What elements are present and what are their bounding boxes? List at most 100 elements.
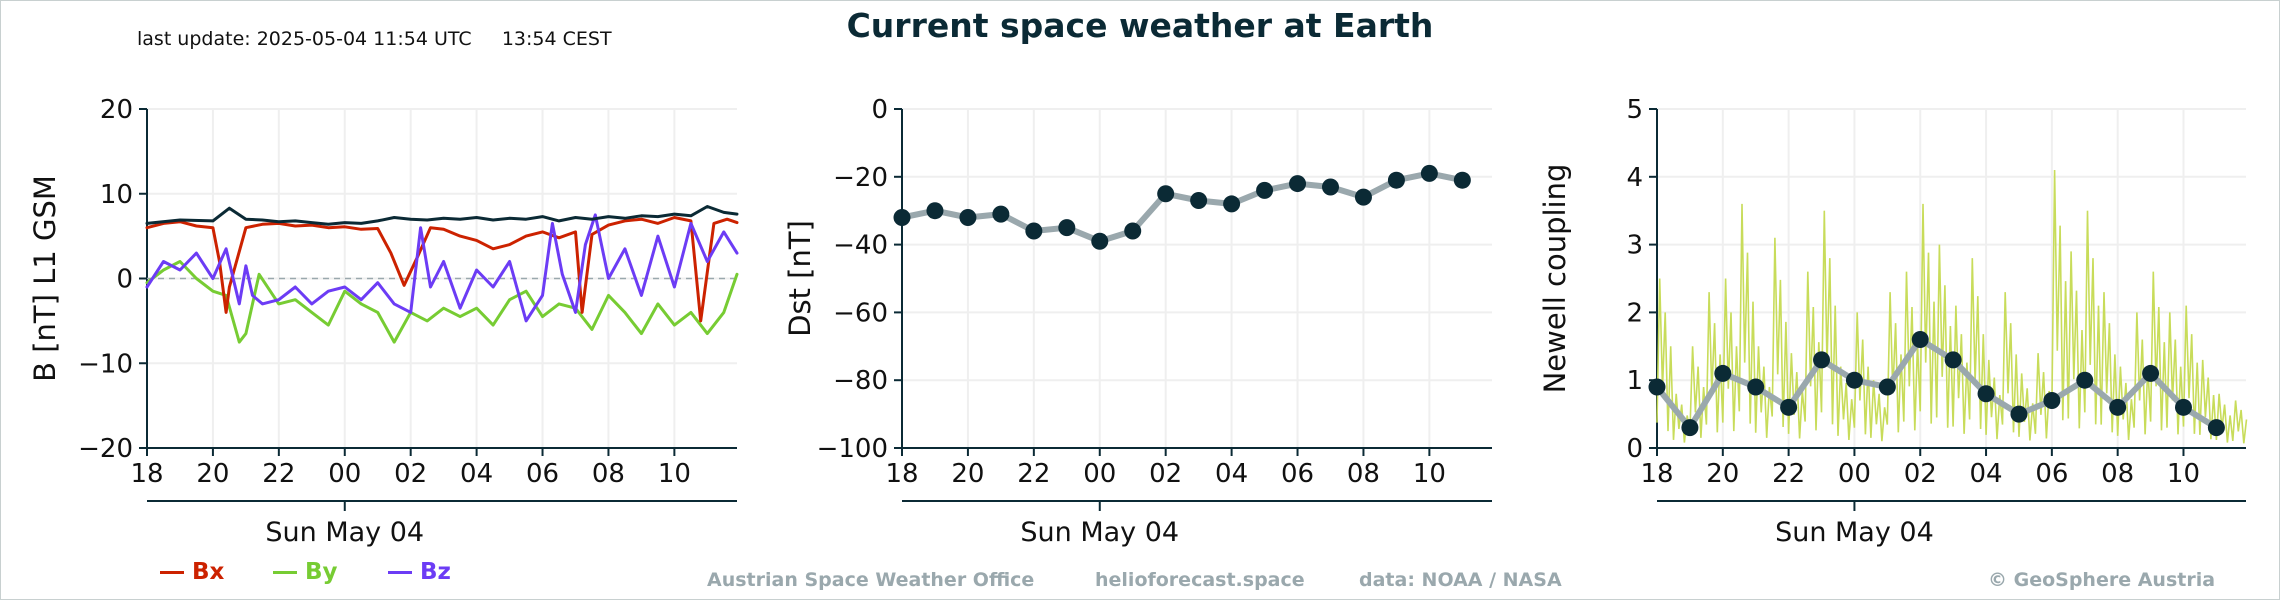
dst-point (959, 208, 977, 226)
legend-item-by: By (273, 559, 338, 585)
newell-point (2207, 419, 2225, 437)
legend-by-swatch (273, 571, 297, 574)
x-tick-label: 04 (1970, 459, 2003, 489)
footer-site: helioforecast.space (1095, 569, 1305, 591)
y-axis-label: Dst [nT] (783, 220, 817, 337)
x-tick-label: 06 (2035, 459, 2068, 489)
newell-point (1845, 371, 1863, 389)
dst-point (1124, 222, 1142, 240)
y-tick-label: −20 (833, 163, 888, 193)
newell-point (1648, 378, 1666, 396)
dst-point (893, 208, 911, 226)
y-tick-label: −10 (78, 349, 133, 379)
y-tick-label: 0 (1626, 434, 1643, 464)
dst-point (926, 202, 944, 220)
newell-point (2076, 371, 2094, 389)
newell-point (1944, 351, 1962, 369)
dst-point (1058, 219, 1076, 237)
y-tick-label: 3 (1626, 231, 1643, 261)
footer-copyright: © GeoSphere Austria (1988, 569, 2216, 591)
y-tick-label: −100 (817, 434, 888, 464)
dst-point (1157, 185, 1175, 203)
y-tick-label: 5 (1626, 95, 1643, 125)
x-tick-label: 10 (2167, 459, 2200, 489)
dst-point (1420, 164, 1438, 182)
dst-point (1256, 181, 1274, 199)
x-tick-label: 08 (1347, 459, 1380, 489)
newell-point (1813, 351, 1831, 369)
newell-point (2142, 364, 2160, 382)
newell-point (1681, 419, 1699, 437)
x-tick-label: 08 (592, 459, 625, 489)
y-tick-label: −60 (833, 298, 888, 328)
x-tick-label: 04 (460, 459, 493, 489)
dst-point (1387, 171, 1405, 189)
x-tick-label: 22 (1772, 459, 1805, 489)
x-tick-label: 00 (1083, 459, 1116, 489)
footer-data-source: data: NOAA / NASA (1359, 569, 1562, 591)
page-title: Current space weather at Earth (846, 6, 1434, 45)
dst-point (1190, 192, 1208, 210)
dst-point (1091, 232, 1109, 250)
series-line-bt (145, 205, 739, 226)
dst-point (1321, 178, 1339, 196)
dst-line (899, 170, 1466, 245)
y-tick-label: 0 (871, 95, 888, 125)
x-tick-label: 20 (951, 459, 984, 489)
legend-bx-label: Bx (192, 559, 225, 585)
y-tick-label: 4 (1626, 163, 1643, 193)
x-axis-label: Sun May 04 (1775, 517, 1934, 548)
x-tick-label: 10 (658, 459, 691, 489)
dst-point (1453, 171, 1471, 189)
footer-office: Austrian Space Weather Office (707, 569, 1035, 591)
dst-point (1223, 195, 1241, 213)
dst-point (1354, 188, 1372, 206)
x-tick-label: 18 (130, 459, 163, 489)
y-axis-label: B [nT] L1 GSM (28, 175, 62, 382)
x-tick-label: 00 (1838, 459, 1871, 489)
dst-point (1025, 222, 1043, 240)
x-tick-label: 04 (1215, 459, 1248, 489)
x-tick-label: 20 (1706, 459, 1739, 489)
series-line-by (145, 260, 739, 344)
y-tick-label: 1 (1626, 366, 1643, 396)
x-tick-label: 02 (1904, 459, 1937, 489)
legend-bz-label: Bz (420, 559, 451, 585)
x-tick-label: 06 (526, 459, 559, 489)
legend-item-bx: Bx (160, 559, 224, 585)
y-tick-label: 0 (116, 265, 133, 295)
newell-point (1878, 378, 1896, 396)
x-tick-label: 18 (885, 459, 918, 489)
y-tick-label: 10 (100, 180, 133, 210)
y-tick-label: −20 (78, 434, 133, 464)
x-tick-label: 18 (1640, 459, 1673, 489)
newell-point (1747, 378, 1765, 396)
newell-point (2109, 398, 2127, 416)
newell-point (2010, 405, 2028, 423)
legend-bz-swatch (388, 571, 412, 574)
dst-point (992, 205, 1010, 223)
x-tick-label: 10 (1413, 459, 1446, 489)
y-tick-label: 20 (100, 95, 133, 125)
x-tick-label: 02 (394, 459, 427, 489)
newell-point (2043, 392, 2061, 410)
x-tick-label: 06 (1281, 459, 1314, 489)
y-axis-label: Newell coupling (1538, 164, 1572, 394)
x-axis-label: Sun May 04 (1020, 517, 1179, 548)
x-tick-label: 00 (328, 459, 361, 489)
series-line-bz (145, 213, 739, 323)
newell-point (1780, 398, 1798, 416)
series-line-bx (145, 216, 739, 323)
legend-item-bz: Bz (388, 559, 451, 585)
dst-point (1289, 175, 1307, 193)
x-tick-label: 22 (262, 459, 295, 489)
legend-by-label: By (305, 559, 338, 585)
newell-point (1977, 385, 1995, 403)
newell-point (1911, 331, 1929, 349)
x-tick-label: 20 (196, 459, 229, 489)
newell-point (2174, 398, 2192, 416)
x-axis-label: Sun May 04 (265, 517, 424, 548)
x-tick-label: 22 (1017, 459, 1050, 489)
newell-point (1714, 364, 1732, 382)
